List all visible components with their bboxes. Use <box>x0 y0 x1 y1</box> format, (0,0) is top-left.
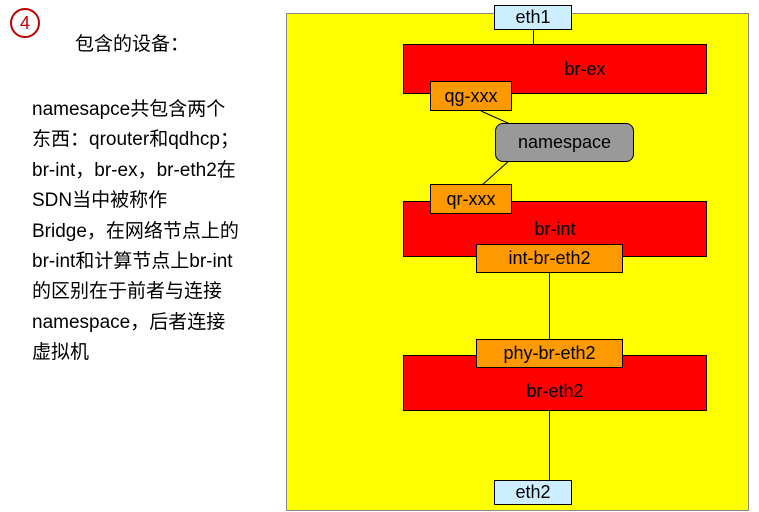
node-eth1: eth1 <box>494 5 572 30</box>
network-diagram: br-exbr-intbr-eth2eth1qg-xxxnamespaceqr-… <box>286 13 749 511</box>
node-label: namespace <box>518 132 611 153</box>
node-label: br-int <box>534 219 575 240</box>
node-int-eth2: int-br-eth2 <box>476 244 623 273</box>
node-phy-eth2: phy-br-eth2 <box>476 339 623 368</box>
node-label: int-br-eth2 <box>508 248 590 269</box>
node-label: eth2 <box>515 482 550 503</box>
node-namespace: namespace <box>495 123 634 162</box>
node-qg: qg-xxx <box>430 81 512 111</box>
connector-line <box>549 273 550 339</box>
body-text: namesapce共包含两个东西：qrouter和qdhcp；br-int，br… <box>32 95 240 369</box>
node-label: qg-xxx <box>444 86 497 107</box>
connector-line <box>533 30 534 44</box>
connector-line <box>549 411 550 480</box>
node-label: phy-br-eth2 <box>503 343 595 364</box>
node-eth2: eth2 <box>494 480 572 505</box>
node-label: eth1 <box>515 7 550 28</box>
node-label: br-ex <box>564 59 605 80</box>
node-label: br-eth2 <box>526 381 583 402</box>
heading-text: 包含的设备： <box>75 30 189 60</box>
node-label: qr-xxx <box>447 189 496 210</box>
step-badge: 4 <box>10 8 40 38</box>
step-number: 4 <box>20 13 30 34</box>
node-qr: qr-xxx <box>430 184 512 214</box>
